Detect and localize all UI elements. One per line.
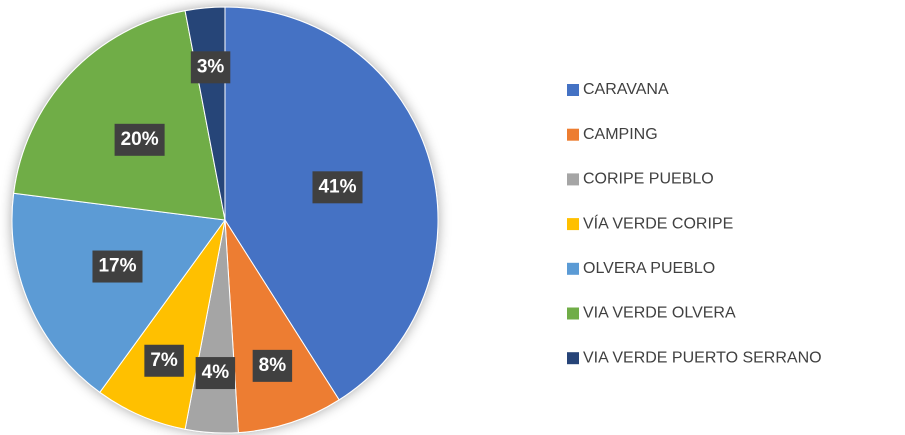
data-label: 4% xyxy=(202,362,230,383)
data-label-box xyxy=(190,51,231,84)
data-label: 41% xyxy=(318,176,356,197)
legend-label: CORIPE PUEBLO xyxy=(583,171,714,188)
legend-label: CAMPING xyxy=(583,126,658,143)
legend-swatch xyxy=(567,307,579,320)
data-label: 20% xyxy=(121,129,159,150)
data-label: 17% xyxy=(98,256,136,277)
data-label-box xyxy=(195,357,236,390)
data-label-box xyxy=(252,349,293,382)
legend-swatch xyxy=(567,262,579,275)
legend-label: VIA VERDE PUERTO SERRANO xyxy=(583,349,822,366)
legend: CARAVANA CAMPING CORIPE PUEBLO VÍA VERDE CO… xyxy=(567,81,822,366)
legend-swatch xyxy=(567,84,579,96)
pie-slice xyxy=(13,10,226,221)
legend-swatch xyxy=(567,218,579,231)
labels: 41% 8% 4% 7% 17% 20% 3% xyxy=(92,51,363,390)
legend-swatch xyxy=(567,173,579,186)
data-label-box xyxy=(144,344,184,377)
legend-label: CARAVANA xyxy=(583,81,669,98)
data-label-box xyxy=(114,123,165,156)
legend-swatch xyxy=(567,128,579,141)
legend-label: VIA VERDE OLVERA xyxy=(583,305,736,322)
pie xyxy=(11,6,439,434)
data-label: 8% xyxy=(259,355,287,376)
data-label: 3% xyxy=(197,56,225,77)
legend-label: OLVERA PUEBLO xyxy=(583,260,715,277)
legend-label: VÍA VERDE CORIPE xyxy=(583,213,733,232)
legend-swatch xyxy=(567,352,579,365)
pie-slice xyxy=(11,192,226,394)
pie-slice xyxy=(224,6,439,401)
data-label: 7% xyxy=(150,350,178,371)
data-label-box xyxy=(92,250,143,283)
data-label-box xyxy=(312,171,363,204)
